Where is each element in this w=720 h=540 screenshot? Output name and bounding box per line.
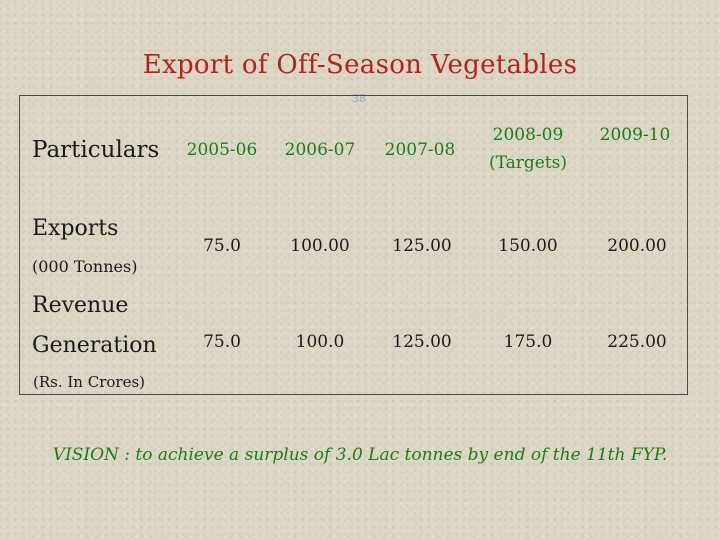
table-cell: 125.00 (392, 236, 452, 256)
vision-statement: VISION : to achieve a surplus of 3.0 Lac… (52, 445, 668, 465)
header-col-2008-09: 2008-09 (492, 125, 564, 145)
table-cell: 75.0 (203, 332, 241, 352)
header-col-2006-07: 2006-07 (284, 140, 356, 160)
table-cell: 100.00 (290, 236, 350, 256)
header-col-2007-08: 2007-08 (384, 140, 456, 160)
row-label-generation: Generation (32, 333, 157, 358)
row-sub-revenue: (Rs. In Crores) (33, 373, 146, 391)
row-label-exports: Exports (32, 216, 119, 241)
table-cell: 100.0 (295, 332, 345, 352)
table-cell: 225.00 (607, 332, 667, 352)
header-col-2008-09-subtitle: (Targets) (488, 153, 568, 173)
header-col-2009-10: 2009-10 (599, 125, 671, 145)
header-col-2005-06: 2005-06 (186, 140, 258, 160)
table-cell: 150.00 (498, 236, 558, 256)
table-cell: 175.0 (503, 332, 553, 352)
row-label-revenue: Revenue (32, 293, 129, 318)
header-particulars: Particulars (32, 137, 160, 163)
table-cell: 200.00 (607, 236, 667, 256)
table-frame (19, 95, 688, 395)
table-cell: 75.0 (203, 236, 241, 256)
table-cell: 125.00 (392, 332, 452, 352)
row-sub-exports: (000 Tonnes) (32, 257, 138, 276)
slide-title: Export of Off-Season Vegetables (142, 50, 578, 80)
